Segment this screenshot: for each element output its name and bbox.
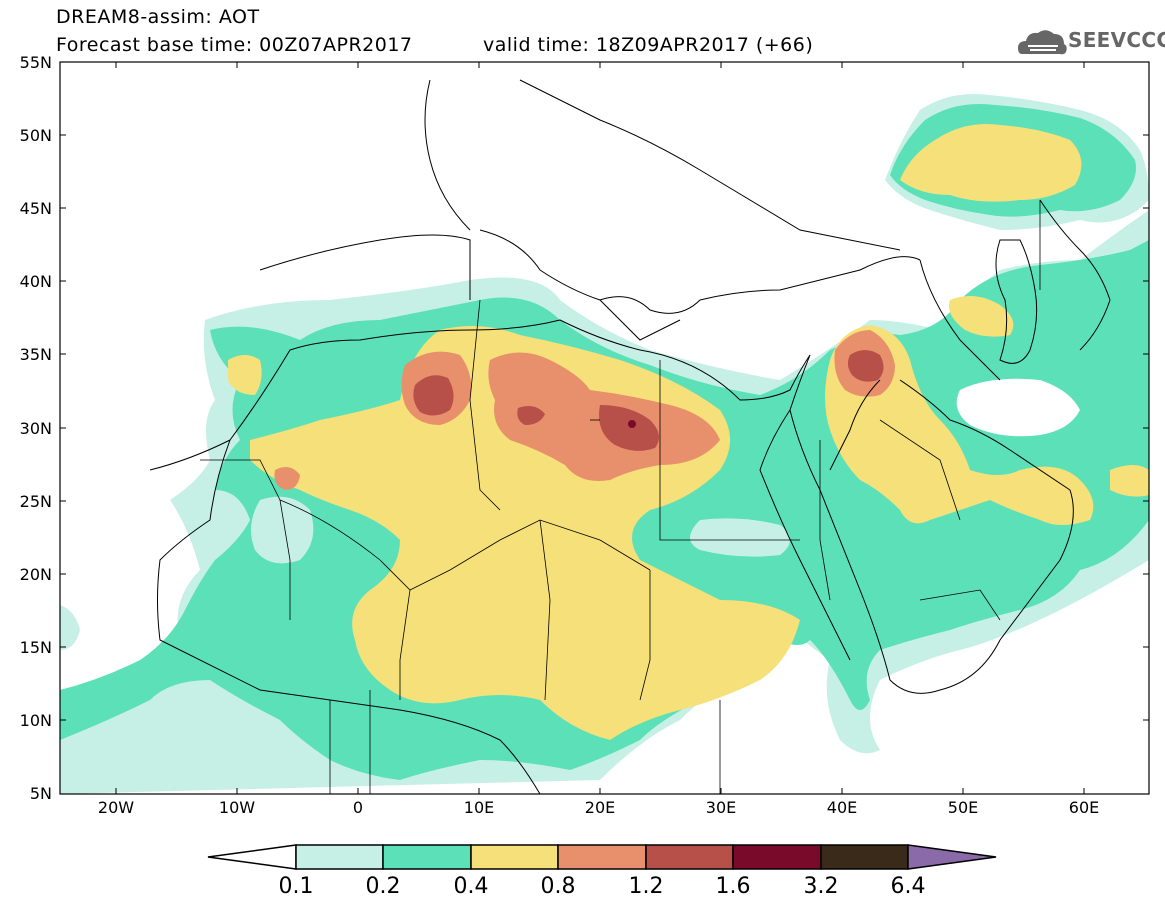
colorbar: 0.1 0.2 0.4 0.8 1.2 1.6 3.2 6.4: [207, 844, 997, 899]
colorbar-segment: [645, 844, 734, 870]
lon-label: 0: [353, 798, 363, 817]
legend-label: 0.8: [541, 874, 576, 899]
lat-label: 15N: [20, 638, 52, 657]
colorbar-segment: [382, 844, 472, 870]
lat-label: 25N: [20, 492, 52, 511]
lat-label: 30N: [20, 419, 52, 438]
lat-label: 10N: [20, 711, 52, 730]
lat-label: 55N: [20, 53, 52, 72]
colorbar-segment: [732, 844, 822, 870]
legend-label: 6.4: [891, 874, 926, 899]
legend-label: 0.4: [454, 874, 489, 899]
lon-label: 40E: [827, 798, 857, 817]
legend-label: 3.2: [804, 874, 839, 899]
lat-label: 35N: [20, 345, 52, 364]
colorbar-min-arrow: [207, 844, 297, 870]
caspian-sea: [995, 239, 1038, 364]
legend-label: 1.6: [716, 874, 751, 899]
valid-time-label: valid time: 18Z09APR2017 (+66): [483, 34, 814, 56]
legend-label: 0.2: [366, 874, 401, 899]
country-borders: [200, 200, 1041, 794]
aot-1.2-region: [413, 350, 884, 451]
map-title: DREAM8-assim: AOT: [56, 6, 260, 28]
lat-label: 5N: [30, 784, 52, 803]
colorbar-segment: [470, 844, 559, 870]
colorbar-segment: [820, 844, 909, 870]
colorbar-segment: [295, 844, 384, 870]
aot-1.6-region: [628, 420, 636, 428]
lon-label: 60E: [1069, 798, 1099, 817]
legend-label: 0.1: [279, 874, 314, 899]
aot-low-holes: [251, 378, 1080, 564]
colorbar-segment: [557, 844, 647, 870]
legend-label: 1.2: [629, 874, 664, 899]
logo-text: SEEVCCC: [1068, 28, 1165, 52]
coastlines: [149, 79, 1111, 794]
lat-labels: 55N 50N 45N 40N 35N 30N 25N 20N 15N 10N …: [20, 53, 52, 803]
lat-label: 40N: [20, 272, 52, 291]
lon-label: 20E: [585, 798, 615, 817]
cloud-logo-icon: [1018, 30, 1067, 55]
lat-label: 20N: [20, 565, 52, 584]
colorbar-max-arrow: [907, 844, 997, 870]
axis-ticks: [60, 61, 1149, 795]
lat-label: 45N: [20, 199, 52, 218]
lon-labels: 20W 10W 0 10E 20E 30E 40E 50E 60E: [98, 798, 1099, 817]
lon-label: 50E: [948, 798, 978, 817]
lat-label: 50N: [20, 126, 52, 145]
base-time-label: Forecast base time: 00Z07APR2017: [56, 34, 413, 56]
lon-label: 20W: [98, 798, 134, 817]
lon-label: 10E: [464, 798, 494, 817]
lon-label: 10W: [219, 798, 255, 817]
lon-label: 30E: [706, 798, 736, 817]
